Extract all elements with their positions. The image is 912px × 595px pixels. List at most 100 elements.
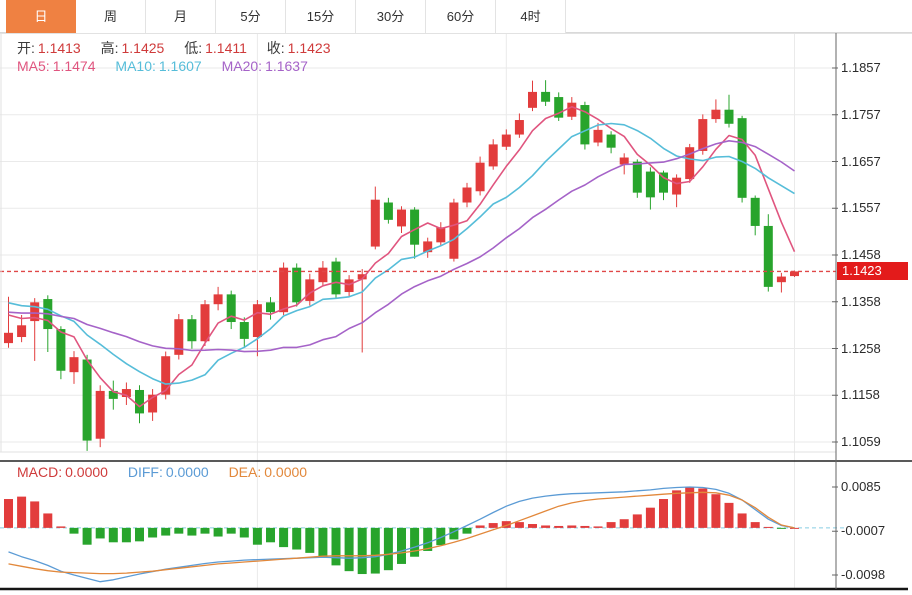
- candle-body: [685, 147, 695, 180]
- high-readout: 高: 1.1425: [101, 40, 165, 56]
- ma20-line: [8, 140, 795, 353]
- macd-bar: [436, 527, 446, 546]
- open-value: 1.1413: [37, 40, 81, 56]
- macd-bar: [331, 527, 341, 566]
- dea-value-readout: DEA: 0.0000: [229, 464, 308, 480]
- ma10-readout: MA10: 1.1607: [115, 58, 201, 74]
- macd-bar: [410, 527, 420, 557]
- macd-readout: MACD: 0.0000 DIFF: 0.0000 DEA: 0.0000: [17, 464, 323, 480]
- open-readout: 开: 1.1413: [17, 40, 81, 56]
- candle-body: [344, 279, 354, 293]
- candle-body: [383, 202, 393, 220]
- macd-bar: [279, 527, 289, 548]
- low-readout: 低: 1.1411: [184, 40, 247, 56]
- price-axis-label: 1.1059: [841, 434, 881, 449]
- ma5-value: 1.1474: [52, 58, 96, 74]
- candle-body: [698, 119, 708, 151]
- macd-bar: [30, 501, 40, 528]
- period-tab[interactable]: 5分: [216, 0, 286, 33]
- candle-body: [436, 227, 446, 243]
- candle-body: [554, 97, 564, 118]
- candle-body: [632, 161, 642, 193]
- dea-label: DEA:: [228, 464, 262, 480]
- candle-body: [318, 267, 328, 283]
- macd-bar: [213, 527, 223, 537]
- candle-body: [370, 199, 380, 247]
- ma10-value: 1.1607: [158, 58, 202, 74]
- macd-bar: [69, 527, 79, 534]
- candle-body: [200, 304, 210, 342]
- price-axis-label: 1.1258: [841, 340, 881, 356]
- ma10-label: MA10:: [115, 58, 156, 74]
- ma20-label: MA20:: [221, 58, 263, 74]
- period-tab[interactable]: 15分: [286, 0, 356, 33]
- period-tab[interactable]: 60分: [426, 0, 496, 33]
- macd-bar: [672, 490, 682, 528]
- candle-body: [82, 359, 92, 441]
- macd-bar: [593, 526, 603, 528]
- candle-body: [121, 389, 131, 398]
- macd-bar: [763, 526, 773, 528]
- macd-label: MACD:: [17, 464, 63, 480]
- ma5-label: MA5:: [17, 58, 50, 74]
- macd-axis-label: 0.0085: [841, 479, 881, 494]
- candle-body: [331, 261, 341, 295]
- close-value: 1.1423: [287, 40, 331, 56]
- candle-body: [501, 134, 511, 147]
- price-axis-label: 1.1757: [841, 106, 881, 122]
- macd-bar: [514, 522, 524, 528]
- macd-bar: [397, 527, 406, 564]
- low-value: 1.1411: [205, 40, 247, 56]
- ma20-value: 1.1637: [265, 58, 308, 74]
- candle-body: [174, 319, 184, 355]
- candle-body: [266, 302, 275, 313]
- period-tab[interactable]: 30分: [356, 0, 426, 33]
- macd-bar: [711, 494, 721, 528]
- candle-body: [69, 357, 79, 373]
- candle-body: [292, 267, 302, 303]
- ma20-readout: MA20: 1.1637: [222, 58, 308, 74]
- macd-bar: [370, 527, 380, 574]
- high-label: 高:: [100, 40, 119, 56]
- macd-value-readout: MACD: 0.0000: [17, 464, 108, 480]
- candle-body: [305, 279, 315, 301]
- period-tab[interactable]: 4时: [496, 0, 566, 33]
- candle-body: [95, 390, 105, 439]
- macd-bar: [357, 527, 367, 575]
- candle-body: [252, 304, 262, 338]
- macd-bar: [43, 513, 53, 528]
- candle-body: [567, 102, 577, 117]
- macd-axis-label: -0.0098: [841, 567, 886, 582]
- diff-value: 0.0000: [165, 464, 209, 480]
- candle-body: [593, 129, 603, 143]
- candle-body: [528, 91, 537, 108]
- macd-bar: [790, 527, 799, 529]
- macd-bar: [659, 499, 668, 528]
- macd-bar: [737, 513, 747, 528]
- macd-bar: [318, 527, 328, 558]
- candle-body: [410, 209, 420, 245]
- close-label: 收:: [266, 40, 285, 56]
- candle-body: [711, 109, 721, 120]
- price-axis-label: 1.1857: [841, 60, 881, 75]
- candle-body: [135, 389, 144, 414]
- candle-body: [161, 356, 171, 395]
- candle-body: [724, 109, 734, 124]
- candle-body: [239, 322, 249, 339]
- candle-body: [17, 325, 27, 338]
- candle-body: [187, 319, 197, 342]
- price-axis-label: 1.1657: [841, 153, 881, 169]
- candle-body: [475, 162, 485, 192]
- macd-bar: [619, 519, 629, 528]
- candle-body: [4, 332, 13, 344]
- macd-bar: [606, 522, 616, 528]
- candle-body: [449, 202, 459, 259]
- high-value: 1.1425: [121, 40, 165, 56]
- period-tab[interactable]: 周: [76, 0, 146, 33]
- period-tab-active[interactable]: 日: [6, 0, 76, 33]
- period-tab[interactable]: 月: [146, 0, 216, 33]
- macd-bar: [423, 527, 433, 551]
- ma10-line: [8, 122, 795, 385]
- macd-bar: [266, 527, 275, 543]
